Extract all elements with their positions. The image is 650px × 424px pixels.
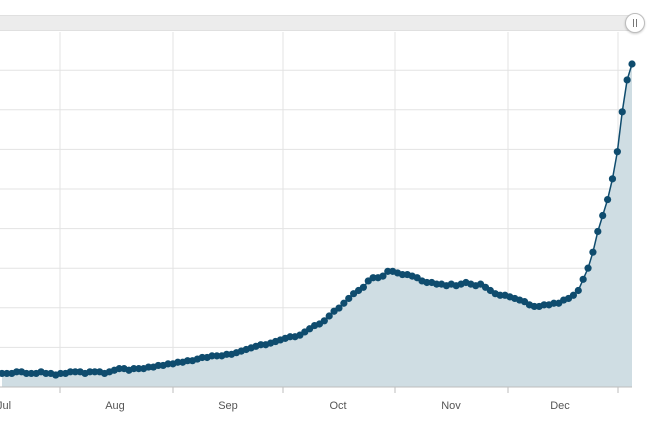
data-point[interactable] [603,195,612,204]
area-layer [2,63,633,387]
data-point[interactable] [628,60,636,68]
data-point[interactable] [325,312,333,320]
x-tick-label: Nov [441,400,461,412]
data-point[interactable] [335,304,343,312]
data-point[interactable] [608,175,617,183]
data-point[interactable] [618,108,626,116]
series-area [2,64,632,387]
data-point[interactable] [359,283,367,291]
data-point[interactable] [345,294,353,303]
navigator-scrollbar-handle[interactable] [625,13,645,33]
chart-grid [0,32,632,387]
data-point[interactable] [340,299,348,307]
x-tick-label: Aug [105,400,125,412]
x-tick-label: Jul [0,400,11,412]
x-tick-label: Oct [329,400,346,412]
data-point[interactable] [589,248,597,256]
navigator-scrollbar-track[interactable] [0,15,640,31]
data-point[interactable] [569,291,578,299]
grip-icon [633,19,634,27]
x-tick-label: Sep [218,400,238,412]
x-axis: Jul Aug Sep Oct Nov Dec [0,386,632,412]
data-point[interactable] [574,286,582,295]
data-point[interactable] [613,148,621,156]
data-point[interactable] [599,211,607,220]
data-point[interactable] [584,264,592,272]
data-point[interactable] [320,317,328,325]
data-points [0,60,636,379]
data-point[interactable] [623,76,631,84]
grip-icon [636,19,637,27]
data-point[interactable] [594,227,602,236]
x-tick-label: Dec [550,400,570,412]
data-point[interactable] [379,272,387,280]
data-point[interactable] [579,275,587,283]
